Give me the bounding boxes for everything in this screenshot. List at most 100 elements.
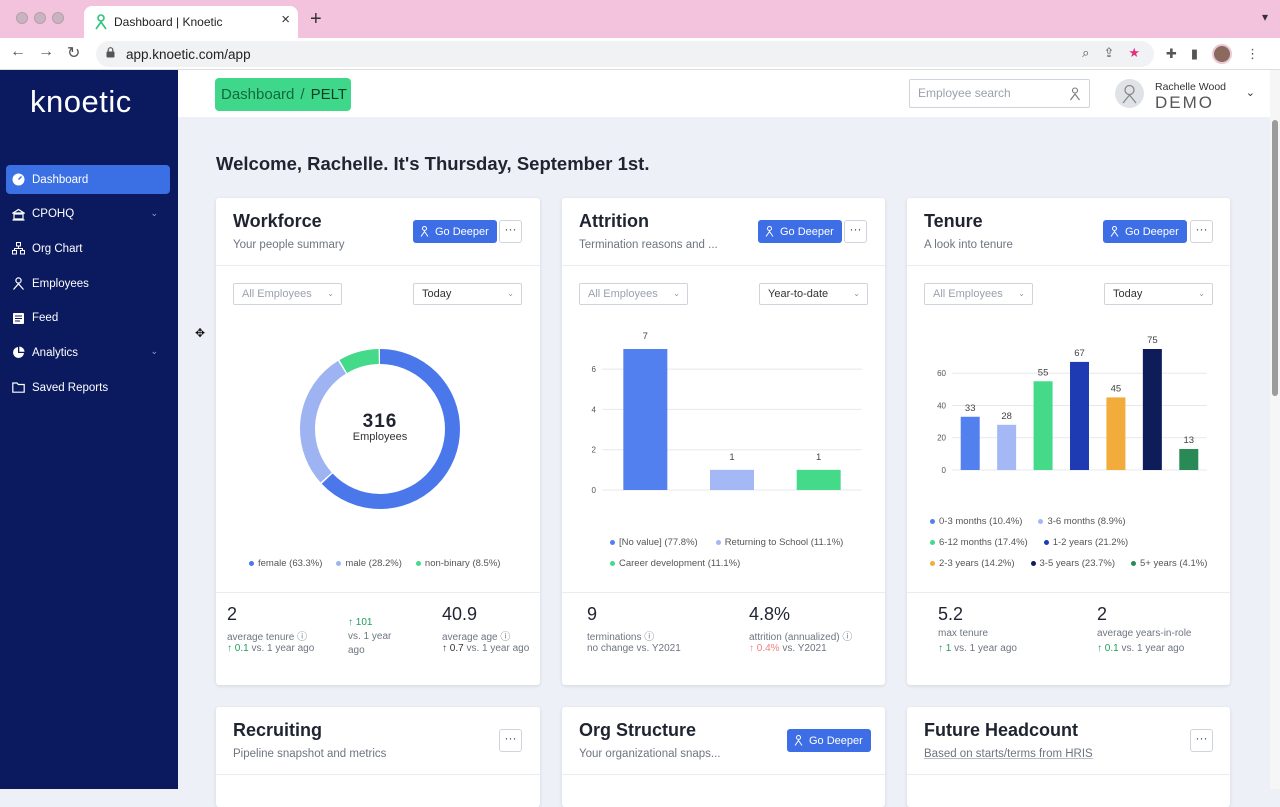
bar-returning-to-school[interactable] xyxy=(710,469,754,490)
go-deeper-label: Go Deeper xyxy=(809,734,863,747)
forward-arrow-icon[interactable]: → xyxy=(38,43,54,60)
chart-legend: 2-3 years (14.2%) 3-5 years (23.7%) 5+ y… xyxy=(930,558,1207,569)
go-deeper-button[interactable]: Go Deeper xyxy=(787,729,871,752)
sidebar-item-cpohq[interactable]: CPOHQ ⌄ xyxy=(6,200,170,229)
bar-1-2-years[interactable] xyxy=(1070,361,1089,470)
divider xyxy=(562,592,885,593)
bar--no-value-[interactable] xyxy=(623,349,668,490)
attrition-rate-value: 4.8% xyxy=(749,604,791,624)
employee-filter-select[interactable]: All Employees ⌄ xyxy=(233,283,342,305)
future-headcount-card: Future Headcount Based on starts/terms f… xyxy=(907,707,1230,807)
period-select[interactable]: Today ⌄ xyxy=(413,283,522,305)
bar-3-6-months[interactable] xyxy=(997,424,1017,470)
legend-item: Returning to School (11.1%) xyxy=(724,537,844,548)
side-panel-icon[interactable]: ▮ xyxy=(1190,46,1199,61)
arrow-up-icon: ↑ xyxy=(938,643,943,654)
employee-search-input[interactable] xyxy=(918,86,1058,100)
card-title: Org Structure xyxy=(579,720,697,740)
legend-swatch xyxy=(1043,540,1049,545)
info-icon[interactable]: ⓘ xyxy=(297,632,308,643)
dashboard-icon xyxy=(12,173,25,186)
window-maximize-button[interactable] xyxy=(52,12,64,24)
sidebar-item-org-chart[interactable]: Org Chart xyxy=(6,234,170,263)
share-icon[interactable]: ⇪ xyxy=(1103,45,1115,60)
page-scrollbar[interactable] xyxy=(1270,70,1280,789)
url-field[interactable]: app.knoetic.com/app ⌕ ⇪ ★ xyxy=(96,41,1154,67)
max-tenure-value: 5.2 xyxy=(938,604,964,624)
divider xyxy=(907,265,1230,266)
bar-career-development[interactable] xyxy=(796,469,841,490)
bar-value-label: 55 xyxy=(1038,367,1049,378)
reload-icon[interactable]: ↻ xyxy=(67,45,81,62)
go-deeper-button[interactable]: Go Deeper xyxy=(1103,220,1187,243)
window-close-button[interactable] xyxy=(16,12,28,24)
info-icon[interactable]: ⓘ xyxy=(500,632,511,643)
legend-swatch xyxy=(610,540,615,545)
legend-swatch xyxy=(930,540,935,545)
bar-5-years[interactable] xyxy=(1179,449,1199,470)
donut-slice-male[interactable] xyxy=(300,349,460,509)
person-icon xyxy=(765,226,774,237)
go-deeper-button[interactable]: Go Deeper xyxy=(413,220,497,243)
zoom-icon[interactable]: ⌕ xyxy=(1082,45,1090,60)
bookmark-star-icon[interactable]: ★ xyxy=(1128,45,1140,60)
card-subtitle: Termination reasons and ... xyxy=(579,239,718,251)
card-subtitle[interactable]: Based on starts/terms from HRIS xyxy=(924,748,1093,760)
sidebar-item-label: Analytics xyxy=(32,346,79,359)
breadcrumb-root[interactable]: Dashboard xyxy=(221,86,295,103)
employee-filter-select[interactable]: All Employees ⌄ xyxy=(579,283,688,305)
go-deeper-button[interactable]: Go Deeper xyxy=(758,220,842,243)
profile-avatar[interactable] xyxy=(1212,44,1233,64)
more-options-button[interactable]: ··· xyxy=(1190,729,1213,752)
total-employees-label: Employees xyxy=(352,431,408,443)
card-subtitle: Your people summary xyxy=(233,239,345,251)
legend-swatch xyxy=(1038,519,1044,524)
sidebar-item-dashboard[interactable]: Dashboard xyxy=(6,165,170,194)
window-minimize-button[interactable] xyxy=(34,12,46,24)
more-options-button[interactable]: ··· xyxy=(499,220,522,243)
user-menu[interactable]: Rachelle Wood DEMO ⌄ xyxy=(1115,79,1255,112)
donut-svg xyxy=(300,349,460,509)
more-options-button[interactable]: ··· xyxy=(1190,220,1213,243)
bar-0-3-months[interactable] xyxy=(960,416,980,470)
legend-swatch xyxy=(930,561,935,566)
extensions-icon[interactable]: ✚ xyxy=(1166,46,1177,61)
card-title: Future Headcount xyxy=(924,720,1079,740)
url-text: app.knoetic.com/app xyxy=(126,47,251,62)
divider xyxy=(562,774,885,775)
browser-menu-icon[interactable]: ⋮ xyxy=(1246,46,1260,61)
bar-2-3-years[interactable] xyxy=(1106,397,1126,470)
arrow-up-icon: ↑ xyxy=(749,643,754,654)
employee-filter-select[interactable]: All Employees ⌄ xyxy=(924,283,1033,305)
period-select[interactable]: Today ⌄ xyxy=(1104,283,1213,305)
info-icon[interactable]: ⓘ xyxy=(644,632,655,643)
info-icon[interactable]: ⓘ xyxy=(842,632,853,643)
y-tick-label: 2 xyxy=(592,446,597,455)
browser-tab[interactable]: Dashboard | Knoetic × xyxy=(84,6,298,38)
attrition-rate-change: ↑ 0.4% vs. Y2021 xyxy=(749,643,827,654)
more-options-button[interactable]: ··· xyxy=(844,220,867,243)
sidebar-item-analytics[interactable]: Analytics ⌄ xyxy=(6,338,170,367)
legend-swatch xyxy=(249,561,254,566)
scrollbar-thumb[interactable] xyxy=(1272,120,1278,396)
total-employees-value: 316 xyxy=(362,411,398,432)
sidebar-item-employees[interactable]: Employees xyxy=(6,269,170,298)
sidebar-item-saved-reports[interactable]: Saved Reports xyxy=(6,373,170,402)
knoetic-logo[interactable]: knoetic xyxy=(30,84,132,119)
new-tab-icon[interactable]: + xyxy=(310,8,322,30)
more-options-button[interactable]: ··· xyxy=(499,729,522,752)
sidebar-item-feed[interactable]: Feed xyxy=(6,304,170,333)
bar-3-5-years[interactable] xyxy=(1142,349,1162,470)
user-name: Rachelle Wood xyxy=(1155,81,1227,93)
card-subtitle: Your organizational snaps... xyxy=(579,748,721,760)
legend-swatch xyxy=(610,561,615,566)
bar-6-12-months[interactable] xyxy=(1033,381,1053,470)
back-arrow-icon[interactable]: ← xyxy=(10,43,26,60)
donut-slice-female[interactable] xyxy=(300,349,460,509)
tab-menu-chevron-icon[interactable]: ▾ xyxy=(1261,10,1268,24)
tab-close-icon[interactable]: × xyxy=(281,11,290,28)
browser-tab-bar: Dashboard | Knoetic × + ▾ xyxy=(0,0,1280,38)
legend-swatch xyxy=(336,561,342,566)
card-subtitle: Pipeline snapshot and metrics xyxy=(233,748,387,760)
period-select[interactable]: Year-to-date ⌄ xyxy=(759,283,868,305)
